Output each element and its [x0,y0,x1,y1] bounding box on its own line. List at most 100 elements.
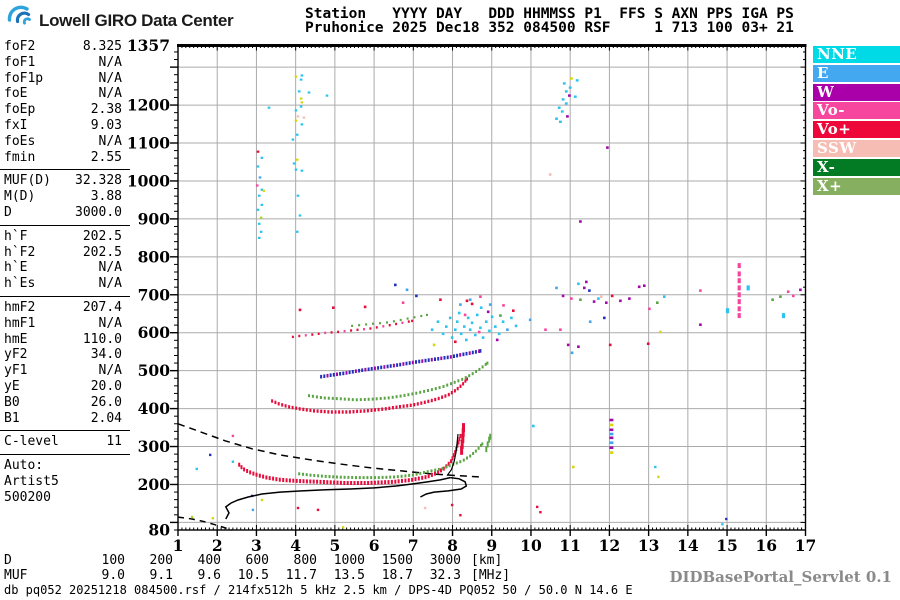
param-value: N/A [98,276,122,292]
auto-line: 500200 [4,489,51,505]
param-value: 11 [106,434,122,450]
y-axis-label-600: 600 [138,323,171,342]
y-axis-label-1357: 1357 [127,36,170,55]
x-axis-label-16: 16 [755,536,777,555]
param-value: 9.03 [90,117,122,133]
profile-hook [420,476,468,498]
param-label: hmF1 [4,315,36,331]
dmuf-value: 3000 [429,553,461,568]
f-trace-x-mode-1st-hop [298,442,484,480]
param-value: 202.5 [82,244,122,260]
param-value: N/A [98,363,122,379]
param-value: 110.0 [82,331,122,347]
lowell-giro-logo: Lowell GIRO Data Center [6,5,234,36]
param-value: N/A [98,133,122,149]
y-axis-label-400: 400 [138,399,171,418]
purple-column-12mhz [609,418,614,454]
param-group-4: C-level 11 [0,430,130,450]
param-value: N/A [98,260,122,276]
legend-item-x: X+ [813,177,900,195]
y-axis-label-1000: 1000 [127,171,170,190]
x-axis-label-4: 4 [290,536,301,555]
param-value: 8.325 [82,39,122,54]
param-label: h`E [4,260,28,276]
y-axis-label-1100: 1100 [127,134,170,153]
param-label: yF1 [4,363,28,379]
param-label: hmE [4,331,28,347]
y-axis-label-80: 80 [148,521,170,540]
param-label: foF2 [4,39,36,54]
legend-item-vo: Vo+ [813,121,900,139]
dmuf-value: 600 [245,553,269,568]
y-axis-label-900: 900 [138,209,171,228]
dmuf-value: 100 [101,553,125,568]
x-axis-label-2: 2 [212,536,223,555]
oblique-trace-blue-purple [320,349,482,379]
station-header-line2: Pruhonice 2025 Dec18 352 084500 RSF 1 71… [305,20,794,36]
x-axis-label-17: 17 [795,536,817,555]
param-row-mufd: MUF(D) 32.328 [0,173,130,189]
param-group-1: MUF(D) 32.328 M(D) 3.88 D 3000.0 [0,169,130,220]
f-trace-x-cusp [485,433,492,453]
dmuf-value: 9.1 [149,568,173,583]
legend-item-x: X- [813,158,900,176]
param-row-hes: h`Es N/A [0,276,130,292]
dmuf-value: 1000 [333,553,365,568]
dmuf-value: 400 [197,553,221,568]
mid-scatter [528,146,702,469]
dmuf-value: 13.5 [333,568,365,583]
param-value: 202.5 [82,228,122,244]
param-label: hmF2 [4,299,36,315]
param-value: 2.55 [90,149,122,165]
param-value: 34.0 [90,347,122,363]
x-axis-label-3: 3 [251,536,262,555]
station-header-line1: Station YYYY DAY DDD HHMMSS P1 FFS S AXN… [305,6,794,22]
f-trace-o-cusp [460,423,465,455]
x-axis-label-12: 12 [599,536,621,555]
spread-f-cluster [298,283,518,347]
param-label: h`F [4,228,28,244]
rfi-column-3mhz [255,150,266,239]
x-axis-label-8: 8 [447,536,458,555]
y-axis-label-300: 300 [138,437,171,456]
dmuf-row-label: D [4,553,12,568]
auto-line: Artist5 [4,473,59,489]
param-row-fof1: foF1 N/A [0,55,130,71]
x-axis-label-13: 13 [638,536,660,555]
param-row-clevel: C-level 11 [0,434,130,450]
footer-measurement-info: db pq052 20251218 084500.rsf / 214fx512h… [4,583,633,597]
param-label: h`Es [4,276,36,292]
param-value: 3000.0 [75,204,122,220]
dmuf-value: 9.6 [197,568,221,583]
param-row-d: D 3000.0 [0,205,130,221]
dmuf-value: 9.0 [101,568,125,583]
param-value: 20.0 [90,378,122,394]
y-axis-label-800: 800 [138,247,171,266]
param-value: N/A [98,54,122,70]
f-trace-x-mode-3rd-hop [351,313,428,327]
param-row-yf2: yF2 34.0 [0,347,130,363]
param-value: 2.38 [90,102,122,118]
dmuf-row-d: D 100 200 400 600 800 1000 1500 3000 [km] [4,553,510,568]
logo-wave-icon [6,5,36,36]
param-row-yf1: yF1 N/A [0,363,130,379]
param-value: 3.88 [90,189,122,205]
dmuf-row-label: MUF [4,568,28,583]
param-row-hf2: h`F2 202.5 [0,245,130,261]
param-label: foEp [4,102,36,118]
param-row-foes: foEs N/A [0,134,130,150]
dmuf-value: 800 [293,553,317,568]
param-value: 32.328 [75,173,122,189]
x-axis-label-9: 9 [486,536,497,555]
x-axis-label-10: 10 [520,536,542,555]
param-value: 2.04 [90,410,122,426]
param-label: fmin [4,149,36,165]
auto-line: Auto: [4,458,44,474]
param-row-he: h`E N/A [0,260,130,276]
param-value: N/A [98,86,122,102]
param-label: M(D) [4,189,36,205]
param-label: foF1 [4,54,36,70]
param-row-hmf2: hmF2 207.4 [0,300,130,316]
param-label: yE [4,378,20,394]
